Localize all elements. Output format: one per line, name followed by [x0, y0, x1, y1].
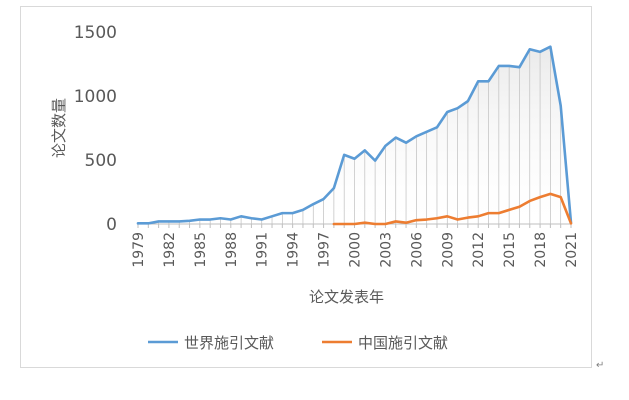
- series-line-world: [136, 45, 573, 225]
- x-tick-label: 2018: [533, 232, 549, 268]
- x-tick-label: 2015: [502, 232, 518, 268]
- x-tick-label: 2006: [409, 232, 425, 268]
- x-tick-label: 1988: [224, 232, 240, 268]
- series-area-fill: [138, 46, 571, 224]
- x-tick-label: 1994: [286, 232, 302, 268]
- y-tick-label: 1000: [74, 87, 117, 107]
- x-tick-label: 1991: [255, 232, 271, 268]
- legend-label-world: 世界施引文献: [184, 334, 274, 352]
- x-tick-label: 1979: [131, 232, 147, 268]
- return-mark: ↵: [596, 360, 605, 371]
- legend-label-china: 中国施引文献: [358, 334, 448, 352]
- y-tick-label: 1500: [74, 23, 117, 43]
- x-tick-label: 2021: [564, 232, 580, 268]
- y-axis-title: 论文数量: [50, 98, 68, 158]
- x-tick-label: 2003: [378, 232, 394, 268]
- plot-area: [136, 45, 573, 228]
- x-tick-label: 2012: [471, 232, 487, 268]
- series-line-china: [332, 192, 573, 226]
- chart-labels: 0 500 1000 1500 1979 1982 1985 1988 1991 1994 1997…: [50, 23, 580, 306]
- y-tick-label: 0: [106, 215, 117, 235]
- x-tick-label: 1997: [317, 232, 333, 268]
- x-tick-label: 1982: [162, 232, 178, 268]
- y-tick-label: 500: [85, 151, 117, 171]
- x-tick-label: 1985: [193, 232, 209, 268]
- x-tick-label: 2000: [348, 232, 364, 268]
- legend: 世界施引文献 中国施引文献: [148, 334, 448, 352]
- x-axis-title: 论文发表年: [309, 288, 384, 306]
- chart-frame: [20, 6, 592, 368]
- x-tick-label: 2009: [440, 232, 456, 268]
